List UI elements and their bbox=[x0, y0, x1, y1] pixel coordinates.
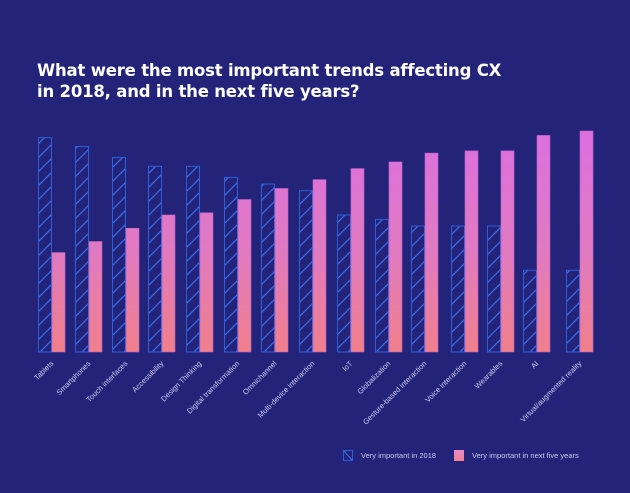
legend-item-2018: Very important in 2018 bbox=[343, 450, 436, 461]
bar-2018-omnichannel bbox=[261, 183, 275, 353]
chart-title: What were the most important trends affe… bbox=[37, 61, 502, 101]
bar-2018-iot bbox=[337, 214, 351, 353]
bar-2018-globalization bbox=[375, 218, 389, 353]
bar-next-five-years-tablets bbox=[51, 252, 66, 353]
bar-2018-ai bbox=[523, 269, 537, 353]
bar-next-five-years-accessibility bbox=[161, 214, 176, 353]
x-tick-label-tablets: Tablets bbox=[32, 359, 55, 382]
bar-next-five-years-voice-interaction bbox=[464, 150, 479, 353]
bar-2018-design-thinking bbox=[186, 165, 200, 353]
legend-label-2018: Very important in 2018 bbox=[361, 451, 437, 460]
bar-2018-virtual-augmented-reality bbox=[566, 269, 580, 353]
bar-next-five-years-virtual-augmented-reality bbox=[579, 130, 594, 353]
bar-2018-voice-interaction bbox=[451, 225, 465, 353]
bar-2018-smartphones bbox=[75, 145, 89, 353]
x-tick-label-smartphones: Smartphones bbox=[55, 359, 93, 397]
x-tick-label-voice-interaction: Voice interaction bbox=[423, 359, 468, 404]
legend-swatch-2018 bbox=[343, 450, 353, 461]
bar-next-five-years-globalization bbox=[388, 161, 403, 353]
bar-next-five-years-ai bbox=[536, 135, 551, 353]
x-tick-label-globalization: Globalization bbox=[355, 359, 392, 396]
bar-next-five-years-omnichannel bbox=[274, 188, 289, 353]
x-tick-label-virtual-augmented-reality: Virtual/augmented reality bbox=[518, 359, 583, 424]
legend-label-next-five-years: Very important in next five years bbox=[472, 451, 579, 460]
bar-next-five-years-digital-transformation bbox=[237, 199, 252, 353]
bar-next-five-years-multi-device-interaction bbox=[312, 179, 327, 353]
x-tick-label-wearables: Wearables bbox=[473, 359, 505, 391]
bar-next-five-years-design-thinking bbox=[199, 212, 214, 353]
x-tick-label-accessibility: Accessibility bbox=[130, 359, 165, 394]
bar-next-five-years-iot bbox=[350, 168, 365, 353]
bar-next-five-years-touch-interfaces bbox=[125, 227, 140, 353]
bar-next-five-years-wearables bbox=[500, 150, 515, 353]
bars-group bbox=[38, 130, 594, 353]
legend-item-next-five-years: Very important in next five years bbox=[454, 450, 579, 461]
x-tick-label-ai: AI bbox=[529, 359, 540, 370]
bar-2018-accessibility bbox=[148, 165, 162, 353]
bar-2018-gesture-based-interaction bbox=[411, 225, 425, 353]
bar-next-five-years-smartphones bbox=[88, 241, 103, 353]
x-tick-label-gesture-based-interaction: Gesture-based interaction bbox=[361, 359, 428, 426]
bar-2018-multi-device-interaction bbox=[299, 190, 313, 353]
bar-next-five-years-gesture-based-interaction bbox=[424, 152, 439, 353]
legend-swatch-next-five-years bbox=[454, 450, 465, 461]
x-tick-label-omnichannel: Omnichannel bbox=[241, 359, 279, 397]
bar-2018-wearables bbox=[487, 225, 501, 353]
bar-2018-touch-interfaces bbox=[112, 157, 126, 353]
bar-2018-tablets bbox=[38, 137, 52, 353]
legend: Very important in 2018 Very important in… bbox=[343, 450, 597, 461]
bar-2018-digital-transformation bbox=[224, 176, 238, 353]
x-tick-label-iot: IoT bbox=[340, 359, 354, 373]
